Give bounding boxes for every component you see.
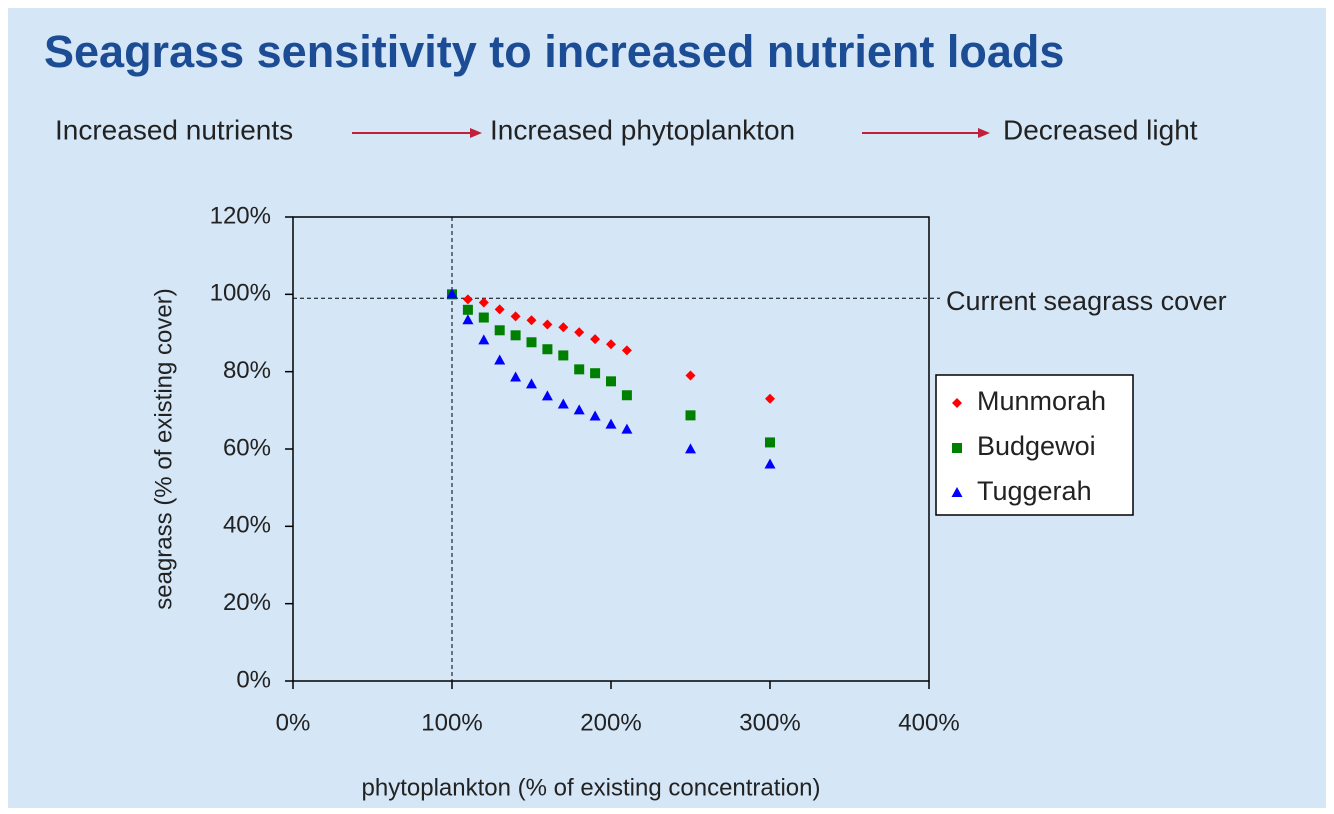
point <box>558 350 569 361</box>
x-tick-label: 0% <box>276 709 311 736</box>
point <box>685 370 696 381</box>
flow-arrow <box>352 128 482 138</box>
point <box>574 364 585 375</box>
flow-arrow <box>862 128 990 138</box>
chart-title: Seagrass sensitivity to increased nutrie… <box>44 26 1064 77</box>
point <box>478 334 490 345</box>
legend-marker <box>951 487 963 497</box>
point <box>765 437 775 448</box>
point <box>606 376 616 387</box>
point <box>685 443 696 454</box>
legend-label: Budgewoi <box>977 431 1096 461</box>
point <box>541 390 553 401</box>
point <box>590 334 601 345</box>
point <box>685 410 696 421</box>
flow-step: Decreased light <box>1003 114 1198 145</box>
legend-marker <box>952 398 962 408</box>
point <box>510 330 521 341</box>
y-tick-label: 40% <box>223 512 271 539</box>
point <box>765 393 775 404</box>
point <box>478 297 489 308</box>
point <box>590 368 601 379</box>
y-tick-label: 80% <box>223 357 271 384</box>
point <box>494 304 505 315</box>
y-tick-label: 20% <box>223 589 271 616</box>
y-tick-label: 0% <box>236 666 271 693</box>
point <box>494 354 506 365</box>
point <box>621 423 633 434</box>
point <box>573 404 585 415</box>
x-tick-label: 300% <box>739 709 800 736</box>
point <box>462 294 473 305</box>
legend-label: Tuggerah <box>977 476 1092 506</box>
x-axis-label: phytoplankton (% of existing concentrati… <box>362 774 821 801</box>
point <box>526 315 537 326</box>
point <box>494 325 505 336</box>
flow-step: Increased phytoplankton <box>490 114 795 145</box>
flow-step: Increased nutrients <box>55 114 293 145</box>
annotation: Current seagrass cover <box>946 286 1227 316</box>
y-tick-label: 120% <box>210 202 271 229</box>
point <box>605 418 617 429</box>
y-axis-label: seagrass (% of existing cover) <box>150 288 177 609</box>
point <box>510 371 522 382</box>
point <box>526 337 537 348</box>
point <box>621 390 632 401</box>
legend <box>935 374 1134 516</box>
point <box>462 314 474 325</box>
point <box>478 312 489 323</box>
point <box>446 288 458 299</box>
legend-label: Munmorah <box>977 386 1106 416</box>
x-tick-label: 100% <box>421 709 482 736</box>
x-tick-label: 200% <box>580 709 641 736</box>
point <box>542 319 553 330</box>
y-tick-label: 100% <box>210 280 271 307</box>
y-tick-label: 60% <box>223 434 271 461</box>
point <box>526 378 537 389</box>
point <box>764 458 776 469</box>
x-tick-label: 400% <box>898 709 959 736</box>
point <box>557 398 569 409</box>
point <box>542 344 553 355</box>
point <box>558 322 569 333</box>
point <box>621 345 632 356</box>
point <box>462 304 473 315</box>
point <box>606 339 616 350</box>
point <box>510 311 521 322</box>
legend-marker <box>952 443 962 453</box>
point <box>589 410 601 421</box>
point <box>574 327 585 338</box>
